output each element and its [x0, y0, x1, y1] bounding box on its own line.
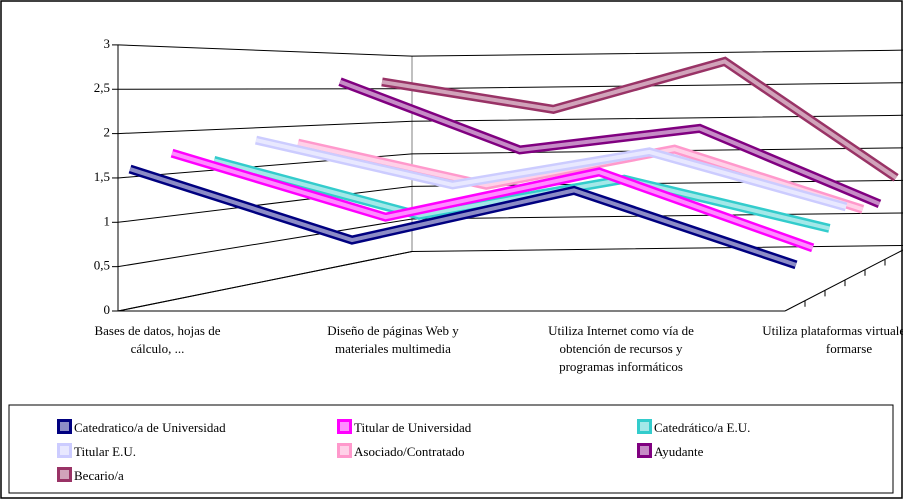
legend-swatch — [337, 443, 352, 458]
grid-line — [117, 82, 903, 90]
legend-swatch — [57, 443, 72, 458]
x-tick-label: Utiliza Internet como vía de obtención d… — [548, 323, 694, 374]
x-tick-label: Bases de datos, hojas de cálculo, ... — [94, 323, 221, 356]
legend-label: Catedrático/a E.U. — [654, 420, 751, 435]
series-line-highlight — [339, 79, 881, 206]
legend-swatch — [637, 419, 652, 434]
grid-line — [117, 179, 903, 223]
y-tick-label: 0,5 — [94, 258, 110, 273]
legend-entry: Asociado/Contratado — [337, 443, 464, 460]
legend-swatch — [337, 419, 352, 434]
x-tick-label: Utiliza plataformas virtuales para forma… — [762, 323, 903, 356]
floor-edge — [784, 249, 903, 312]
y-tick-label: 0 — [104, 302, 111, 317]
legend-label: Ayudante — [654, 444, 704, 459]
grid-line — [117, 114, 903, 135]
legend-label: Titular de Universidad — [354, 420, 472, 435]
legend-entry: Catedrático/a E.U. — [637, 419, 750, 436]
legend-entry: Ayudante — [637, 443, 703, 460]
legend-entry: Becario/a — [57, 467, 124, 484]
grid-line — [117, 245, 903, 312]
legend-box — [8, 404, 894, 494]
x-tick-label: Diseño de páginas Web y materiales multi… — [327, 323, 459, 356]
y-tick-label: 2,5 — [94, 80, 110, 95]
series-line-highlight — [381, 59, 898, 180]
grid-line — [117, 212, 903, 268]
legend-label: Titular E.U. — [74, 444, 136, 459]
legend-label: Asociado/Contratado — [354, 444, 465, 459]
y-tick-label: 1 — [104, 213, 111, 228]
series-line-highlight — [213, 158, 830, 231]
legend-entry: Catedratico/a de Universidad — [57, 419, 226, 436]
legend-label: Catedratico/a de Universidad — [74, 420, 226, 435]
legend-entry: Titular de Universidad — [337, 419, 471, 436]
legend-swatch — [57, 467, 72, 482]
legend-swatch — [57, 419, 72, 434]
y-tick-label: 1,5 — [94, 169, 110, 184]
y-tick-label: 2 — [104, 125, 111, 140]
series-line-highlight — [171, 151, 814, 250]
series-line-highlight — [129, 167, 797, 267]
legend-label: Becario/a — [74, 468, 124, 483]
grid-line — [117, 44, 903, 57]
legend-entry: Titular E.U. — [57, 443, 136, 460]
legend-swatch — [637, 443, 652, 458]
series-line-highlight — [255, 138, 847, 209]
y-tick-label: 3 — [104, 36, 111, 51]
